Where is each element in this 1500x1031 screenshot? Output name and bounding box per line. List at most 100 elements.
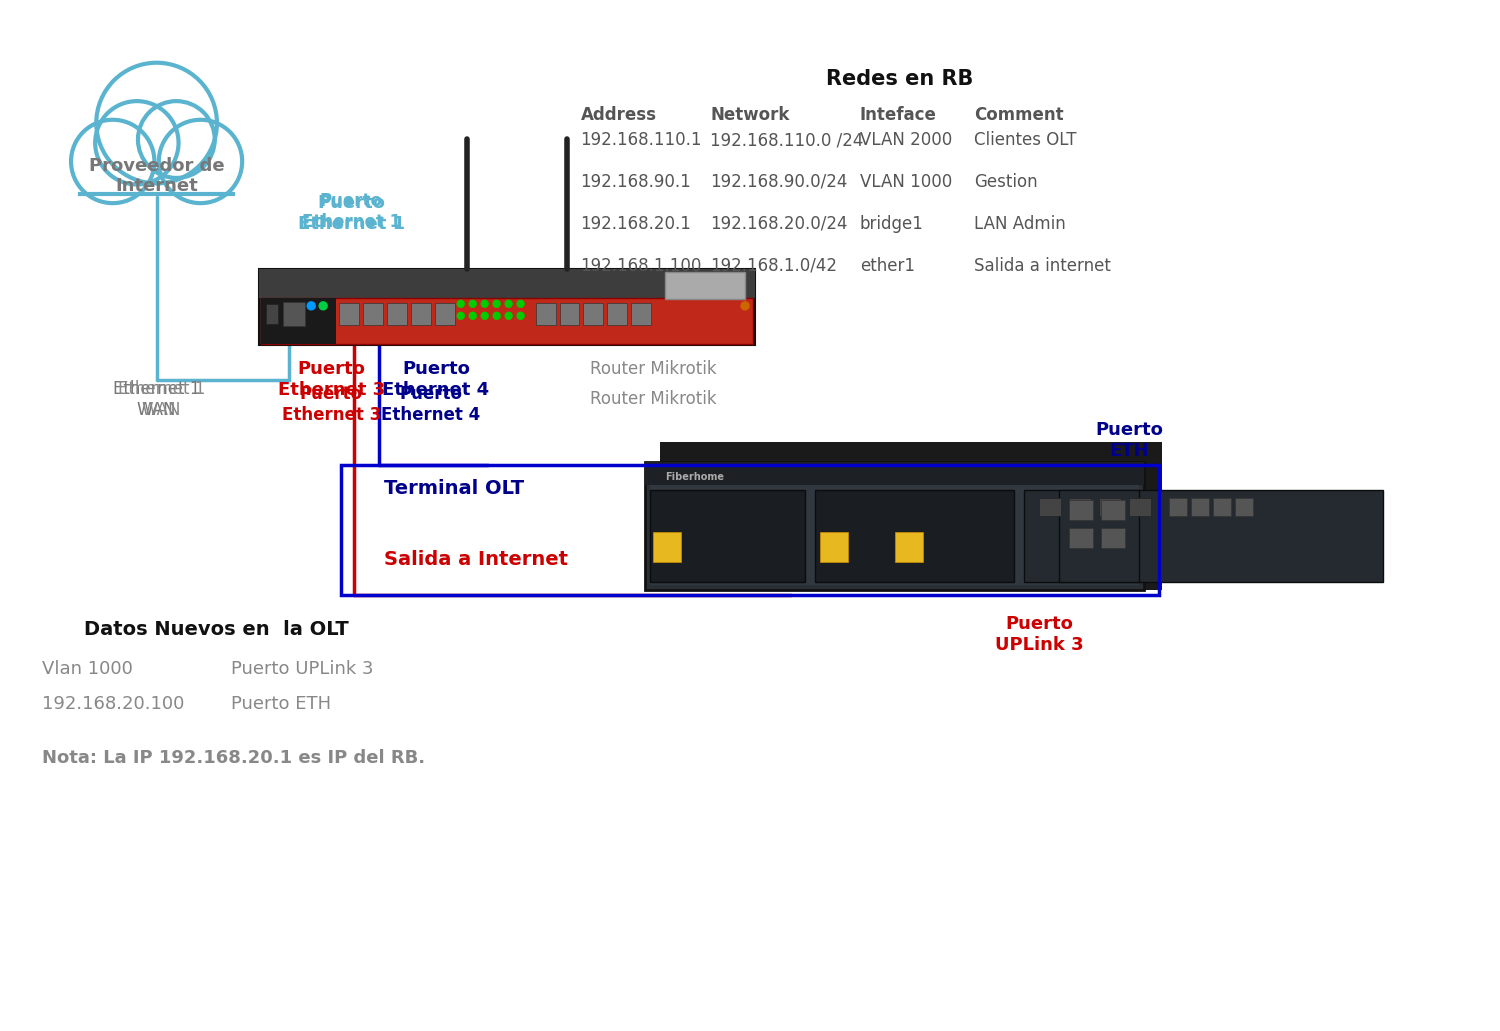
Text: Router Mikrotik: Router Mikrotik <box>591 361 717 378</box>
Circle shape <box>96 63 218 184</box>
Bar <box>1234 498 1252 516</box>
Bar <box>645 462 1144 590</box>
Bar <box>632 303 651 325</box>
Bar <box>284 302 304 326</box>
Text: bridge1: bridge1 <box>859 214 924 233</box>
Bar <box>815 490 1014 583</box>
Bar <box>260 269 754 345</box>
Bar <box>608 303 627 325</box>
Bar <box>894 532 922 562</box>
Circle shape <box>506 300 512 307</box>
Text: Comment: Comment <box>975 106 1064 124</box>
Circle shape <box>741 302 748 310</box>
Text: 192.168.110.0 /24: 192.168.110.0 /24 <box>710 131 864 149</box>
Bar <box>1070 498 1090 516</box>
Text: Address: Address <box>580 106 657 124</box>
Circle shape <box>470 312 476 320</box>
Text: Puerto
UPLink 3: Puerto UPLink 3 <box>994 614 1083 654</box>
Text: Proveedor de
Internet: Proveedor de Internet <box>88 157 225 195</box>
Text: Network: Network <box>710 106 789 124</box>
Text: Puerto
Ethernet 1: Puerto Ethernet 1 <box>302 192 400 231</box>
Bar <box>584 303 603 325</box>
Bar <box>261 298 336 344</box>
Text: Ethernet 1
WAN: Ethernet 1 WAN <box>112 380 201 420</box>
Text: Puerto
Ethernet 1: Puerto Ethernet 1 <box>297 194 405 233</box>
Text: Ethernet 1
WAN: Ethernet 1 WAN <box>118 380 206 420</box>
Text: LAN Admin: LAN Admin <box>975 214 1066 233</box>
Text: 192.168.1.0/42: 192.168.1.0/42 <box>710 257 837 274</box>
Bar <box>1070 528 1094 548</box>
Bar <box>340 465 1160 595</box>
Circle shape <box>94 101 178 185</box>
Text: Vlan 1000: Vlan 1000 <box>42 660 134 677</box>
Bar <box>821 532 848 562</box>
Text: VLAN 2000: VLAN 2000 <box>859 131 952 149</box>
Circle shape <box>458 300 465 307</box>
Text: Redes en RB: Redes en RB <box>827 69 974 90</box>
Text: Puerto UPLink 3: Puerto UPLink 3 <box>231 660 374 677</box>
Text: 192.168.110.1: 192.168.110.1 <box>580 131 702 149</box>
Text: VLAN 1000: VLAN 1000 <box>859 173 952 191</box>
Bar <box>1040 498 1060 516</box>
Text: 192.168.20.1: 192.168.20.1 <box>580 214 692 233</box>
Bar <box>1212 498 1230 516</box>
Bar <box>75 145 238 195</box>
Text: ether1: ether1 <box>859 257 915 274</box>
Text: Puerto
Ethernet 4: Puerto Ethernet 4 <box>382 361 489 399</box>
Bar <box>363 303 382 325</box>
Text: Puerto
Ethernet 3: Puerto Ethernet 3 <box>282 386 381 424</box>
Bar <box>1024 490 1383 583</box>
Bar <box>261 298 753 344</box>
Bar <box>660 442 1160 462</box>
Text: Puerto
Ethernet 3: Puerto Ethernet 3 <box>278 361 384 399</box>
Circle shape <box>458 312 465 320</box>
Text: Router Mikrotik: Router Mikrotik <box>591 391 717 408</box>
Bar <box>1168 498 1186 516</box>
Text: Puerto
ETH: Puerto ETH <box>1095 422 1162 460</box>
Text: Puerto
Ethernet 4: Puerto Ethernet 4 <box>381 386 480 424</box>
Bar <box>1101 500 1125 521</box>
Bar <box>1144 442 1162 590</box>
Bar <box>1191 498 1209 516</box>
Text: Terminal OLT: Terminal OLT <box>384 478 524 498</box>
Circle shape <box>159 120 242 203</box>
Circle shape <box>518 312 524 320</box>
Bar <box>435 303 454 325</box>
Bar <box>1070 500 1094 521</box>
Bar <box>387 303 406 325</box>
Bar <box>664 271 746 299</box>
Bar <box>651 486 1138 585</box>
Text: 192.168.20.100: 192.168.20.100 <box>42 695 184 712</box>
Bar <box>1130 498 1150 516</box>
Text: Salida a Internet: Salida a Internet <box>384 551 568 569</box>
Bar <box>651 490 806 583</box>
Text: Clientes OLT: Clientes OLT <box>975 131 1077 149</box>
Circle shape <box>70 120 154 203</box>
Circle shape <box>482 312 488 320</box>
Bar <box>1100 498 1120 516</box>
Circle shape <box>494 312 500 320</box>
Text: Datos Nuevos en  la OLT: Datos Nuevos en la OLT <box>84 620 350 639</box>
Text: 192.168.1.100: 192.168.1.100 <box>580 257 702 274</box>
Text: 192.168.90.1: 192.168.90.1 <box>580 173 692 191</box>
Circle shape <box>518 300 524 307</box>
Bar <box>645 462 1144 486</box>
Text: 192.168.20.0/24: 192.168.20.0/24 <box>710 214 848 233</box>
Circle shape <box>308 302 315 310</box>
Bar <box>654 532 681 562</box>
Circle shape <box>470 300 476 307</box>
Text: Puerto ETH: Puerto ETH <box>231 695 332 712</box>
Bar <box>339 303 358 325</box>
Text: Salida a internet: Salida a internet <box>975 257 1112 274</box>
Circle shape <box>138 101 214 178</box>
Text: Inteface: Inteface <box>859 106 936 124</box>
Text: Nota: La IP 192.168.20.1 es IP del RB.: Nota: La IP 192.168.20.1 es IP del RB. <box>42 750 424 767</box>
Circle shape <box>506 312 512 320</box>
Bar <box>260 269 754 298</box>
Bar <box>267 304 279 324</box>
Circle shape <box>494 300 500 307</box>
Text: Fiberhome: Fiberhome <box>664 472 724 483</box>
Bar <box>1059 490 1138 583</box>
Circle shape <box>482 300 488 307</box>
Text: 192.168.90.0/24: 192.168.90.0/24 <box>710 173 848 191</box>
